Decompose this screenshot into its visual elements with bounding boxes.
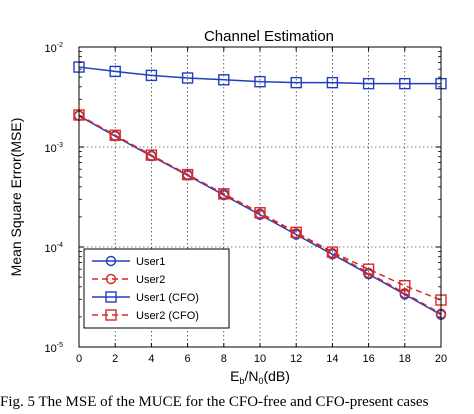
square-marker xyxy=(290,76,302,89)
square-marker xyxy=(326,246,339,258)
legend-label: User2 xyxy=(136,274,165,286)
legend-box xyxy=(83,248,230,329)
y-axis-label: Mean Square Error(MSE) xyxy=(8,118,24,277)
axis-ticks: 0 2 4 6 8 10 12 14 16 18 20 10-5 10-4 10-3 10-2 xyxy=(45,42,448,365)
x-tick-label: 10 xyxy=(254,353,266,365)
legend-entry: User1 (CFO) xyxy=(92,291,199,304)
x-tick-label: 18 xyxy=(399,353,411,365)
square-marker xyxy=(181,72,194,84)
square-marker xyxy=(218,188,230,200)
square-marker xyxy=(145,69,158,82)
square-marker xyxy=(145,149,158,161)
square-marker xyxy=(254,75,266,88)
x-label-sub-b: b xyxy=(239,376,244,386)
series-4 xyxy=(73,109,447,306)
square-marker xyxy=(218,74,230,86)
legend-marker xyxy=(105,309,117,321)
series-line xyxy=(78,114,442,315)
legend-entry: User2 (CFO) xyxy=(92,309,199,322)
x-tick-label: 2 xyxy=(112,353,118,365)
x-tick-label: 6 xyxy=(185,353,191,365)
series-line xyxy=(78,115,442,316)
series-line xyxy=(78,114,442,301)
legend-label: User1 (CFO) xyxy=(136,292,199,304)
square-marker xyxy=(181,168,194,181)
square-marker xyxy=(290,226,302,239)
legend-label: User1 xyxy=(136,256,165,268)
square-marker xyxy=(109,65,121,78)
y-tick-label: 10-5 xyxy=(45,342,64,355)
x-label-db: (dB) xyxy=(263,368,289,384)
x-label-n: /N xyxy=(244,368,258,384)
series-layer xyxy=(73,61,447,320)
square-marker xyxy=(326,76,339,89)
x-tick-label: 20 xyxy=(435,353,447,365)
square-marker xyxy=(362,77,375,90)
legend-entry: User1 xyxy=(92,255,165,268)
y-tick-label: 10-2 xyxy=(45,42,64,55)
legend-marker xyxy=(105,255,117,267)
x-tick-label: 16 xyxy=(362,353,374,365)
x-axis-label: Eb/N0(dB) xyxy=(230,368,290,386)
square-marker xyxy=(399,77,411,90)
y-tick-label: 10-3 xyxy=(45,142,64,155)
y-tick-label: 10-4 xyxy=(45,242,64,255)
circle-marker xyxy=(399,288,410,299)
x-tick-label: 8 xyxy=(221,353,227,365)
x-tick-label: 4 xyxy=(148,353,154,365)
grid-lines xyxy=(79,47,441,347)
figure-caption: Fig. 5 The MSE of the MUCE for the CFO-f… xyxy=(0,394,429,410)
square-marker xyxy=(254,207,266,219)
legend-marker xyxy=(105,273,117,285)
square-marker xyxy=(109,129,121,141)
x-tick-label: 12 xyxy=(290,353,302,365)
legend-marker xyxy=(105,291,117,303)
legend-label: User2 (CFO) xyxy=(136,310,199,322)
legend-entries: User1 User2 User1 (CFO) User2 (CFO) xyxy=(92,255,199,322)
series-line xyxy=(78,66,441,85)
chart-title: Channel Estimation xyxy=(204,28,334,45)
legend: User1 User2 User1 (CFO) User2 (CFO) xyxy=(83,248,230,329)
x-tick-label: 14 xyxy=(326,353,338,365)
x-tick-label: 0 xyxy=(76,353,82,365)
x-label-sub-0: 0 xyxy=(258,376,263,386)
square-marker xyxy=(399,280,411,292)
x-label-e: E xyxy=(230,368,239,384)
square-marker xyxy=(362,263,375,275)
legend-entry: User2 xyxy=(92,273,165,286)
